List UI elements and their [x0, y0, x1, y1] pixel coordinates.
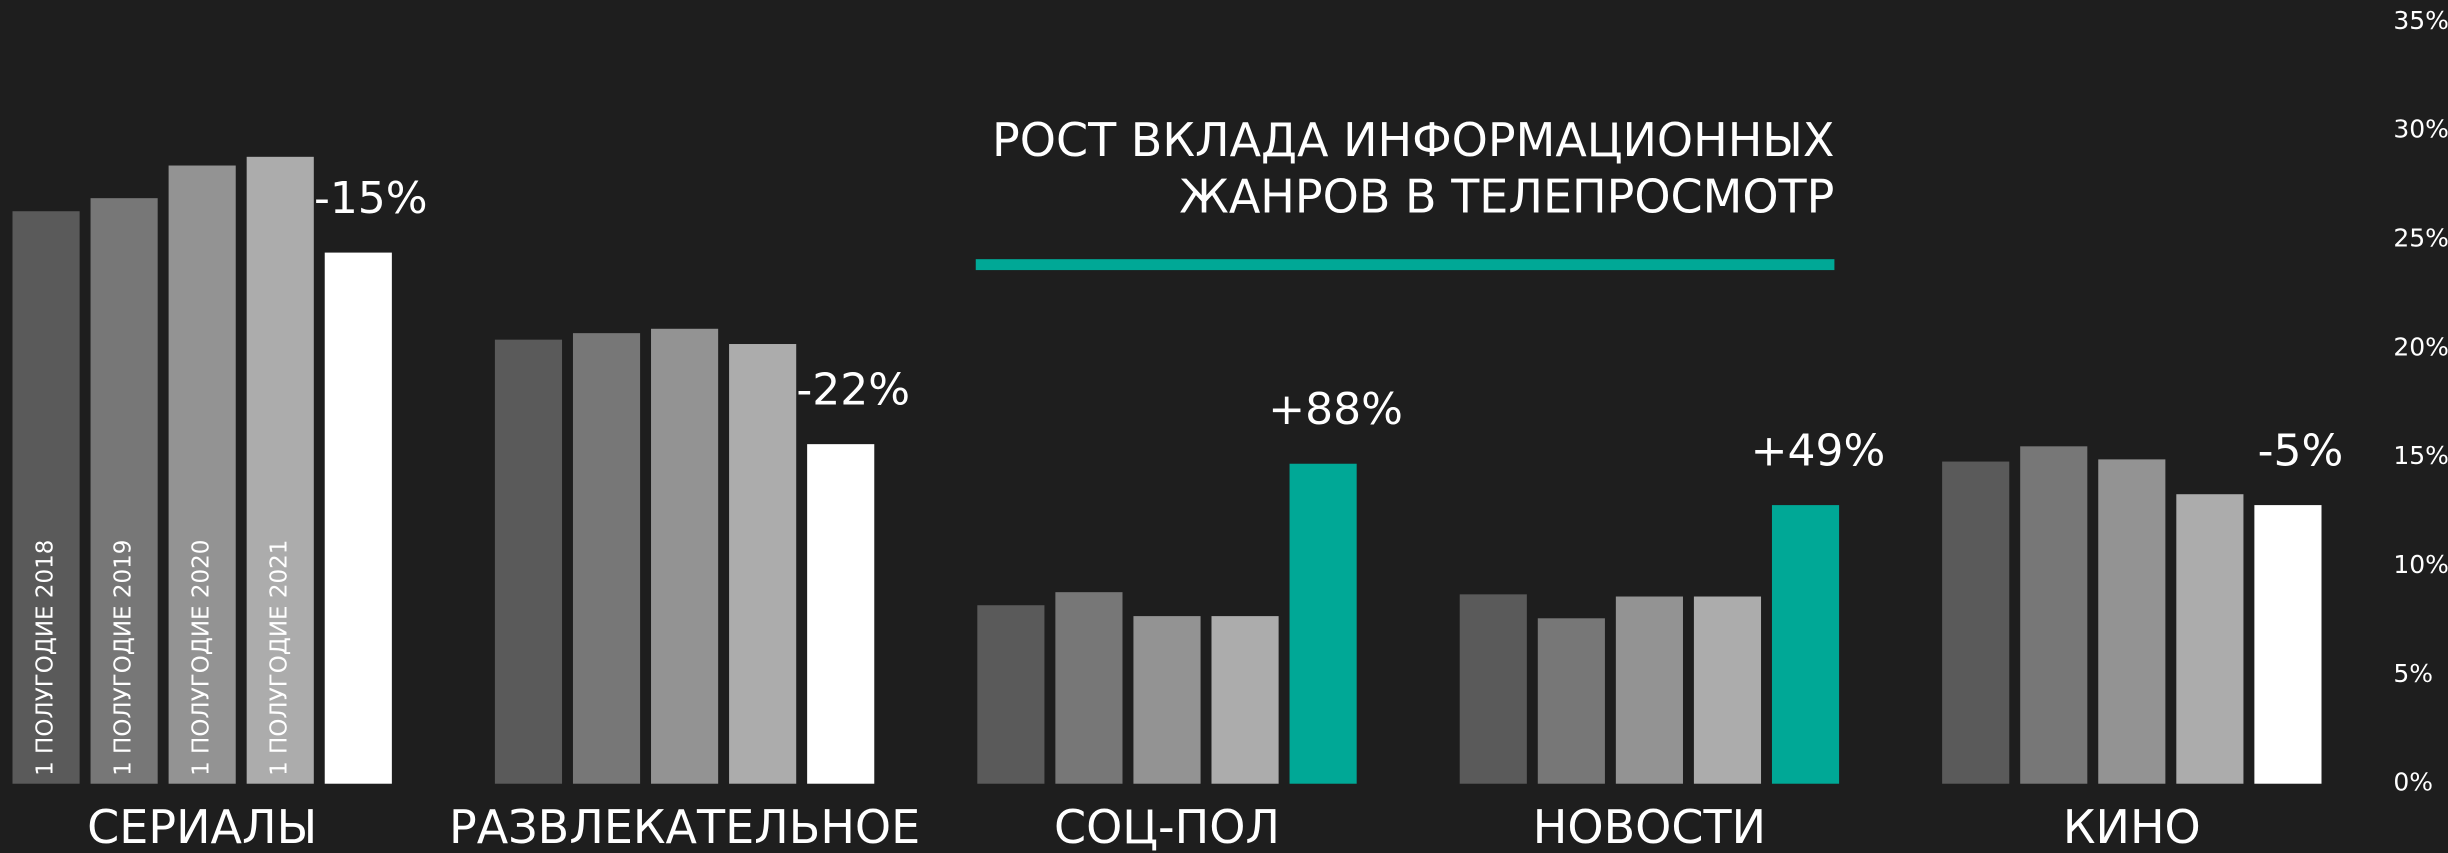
legend-label: 1 ПОЛУГОДИЕ 2019 — [111, 540, 137, 776]
bar — [324, 252, 392, 784]
legend-label: 1 ПОЛУГОДИЕ 2018 — [33, 540, 59, 776]
y-tick-label: 35% — [2393, 6, 2448, 35]
y-tick-label: 5% — [2393, 659, 2433, 688]
bar — [1942, 461, 2010, 784]
bar — [1211, 616, 1279, 784]
change-label: +88% — [1268, 384, 1403, 435]
x-tick-label: НОВОСТИ — [1533, 800, 1766, 853]
change-label: +49% — [1751, 426, 1886, 477]
bar — [729, 344, 797, 784]
bar — [1055, 592, 1123, 784]
y-tick-label: 15% — [2393, 441, 2448, 470]
bar — [1133, 616, 1201, 784]
bar — [1289, 463, 1357, 784]
x-tick-label: СЕРИАЛЫ — [87, 800, 317, 853]
bar — [1693, 596, 1762, 784]
bar — [2098, 459, 2166, 784]
y-tick-label: 0% — [2393, 768, 2433, 797]
bar — [1537, 618, 1605, 784]
bar — [2020, 446, 2088, 784]
chart-title: РОСТ ВКЛАДА ИНФОРМАЦИОННЫХ — [992, 113, 1834, 167]
change-label: -5% — [2258, 426, 2344, 477]
bar — [807, 444, 875, 784]
bar — [1615, 596, 1683, 784]
y-tick-label: 20% — [2393, 332, 2448, 361]
bar — [1459, 594, 1527, 784]
y-tick-label: 25% — [2393, 224, 2448, 253]
x-tick-label: РАЗВЛЕКАТЕЛЬНОЕ — [449, 800, 920, 853]
bar — [572, 333, 641, 784]
bar — [2176, 494, 2244, 784]
legend-label: 1 ПОЛУГОДИЕ 2020 — [189, 540, 215, 776]
y-tick-label: 30% — [2393, 115, 2448, 144]
bar — [2254, 505, 2322, 784]
x-tick-label: СОЦ-ПОЛ — [1054, 800, 1280, 853]
bar — [12, 211, 80, 784]
change-label: -15% — [314, 173, 428, 224]
legend-label: 1 ПОЛУГОДИЕ 2022 — [345, 540, 371, 776]
y-tick-label: 10% — [2393, 550, 2448, 579]
bar — [1771, 505, 1840, 784]
change-label: -22% — [796, 365, 910, 416]
bar — [246, 156, 314, 784]
bar — [651, 328, 719, 784]
x-tick-label: КИНО — [2063, 800, 2201, 853]
chart-title: ЖАНРОВ В ТЕЛЕПРОСМОТР — [1179, 169, 1834, 223]
bar — [494, 339, 563, 784]
title-underline — [975, 259, 1835, 271]
bar — [90, 198, 158, 784]
bar — [977, 605, 1045, 784]
legend-label: 1 ПОЛУГОДИЕ 2021 — [267, 540, 293, 776]
bar — [168, 165, 236, 784]
